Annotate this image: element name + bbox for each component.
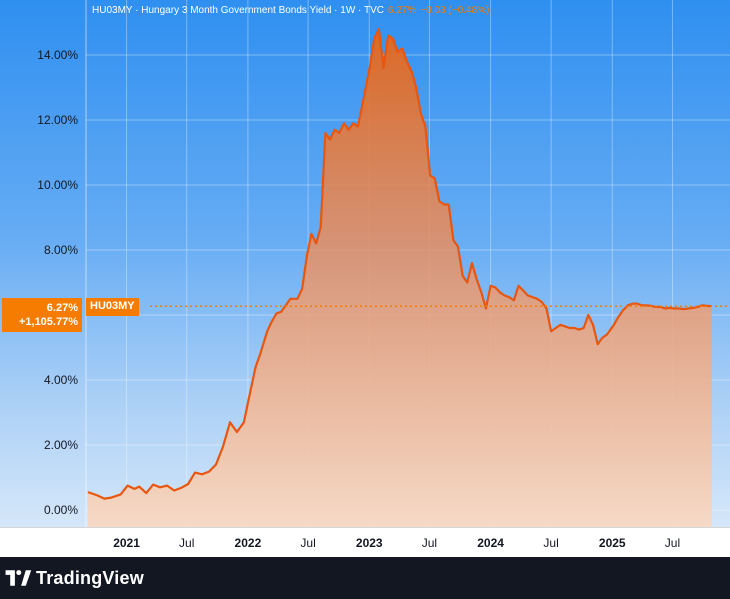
tradingview-icon <box>5 570 32 586</box>
x-tick-label: 2025 <box>598 536 626 550</box>
chart-title: HU03MY · Hungary 3 Month Government Bond… <box>92 5 384 16</box>
price-badge-percent: +1,105.77% <box>18 316 78 328</box>
last-value: 6.27% <box>387 5 417 16</box>
y-tick-label: 2.00% <box>43 438 78 452</box>
y-tick-label: 8.00% <box>43 243 78 257</box>
y-axis-labels: 0.00%2.00%4.00%6.00%8.00%10.00%12.00%14.… <box>0 0 82 527</box>
tradingview-logo[interactable]: TradingView <box>4 567 144 589</box>
symbol-badge: HU03MY <box>86 298 139 316</box>
y-tick-label: 10.00% <box>37 178 78 192</box>
x-tick-label: Jul <box>179 536 195 550</box>
price-badge: 6.27% +1,105.77% <box>2 298 82 332</box>
x-tick-label: Jul <box>664 536 681 550</box>
y-tick-label: 0.00% <box>43 503 78 517</box>
y-tick-label: 12.00% <box>37 113 78 127</box>
x-tick-label: Jul <box>300 536 316 550</box>
series-line <box>87 27 712 500</box>
y-tick-label: 4.00% <box>43 373 78 387</box>
y-tick-label: 14.00% <box>37 48 78 62</box>
chart-plot[interactable] <box>0 0 730 527</box>
chart-header: HU03MY · Hungary 3 Month Government Bond… <box>92 5 489 16</box>
x-tick-label: Jul <box>421 536 438 550</box>
price-badge-value: 6.27% <box>46 302 78 314</box>
footer-bar: TradingView <box>0 557 730 599</box>
brand-name: TradingView <box>36 567 144 588</box>
x-tick-label: 2021 <box>113 536 140 550</box>
series-area <box>88 29 712 527</box>
x-tick-label: 2022 <box>234 536 262 550</box>
x-tick-label: Jul <box>543 536 559 550</box>
x-tick-label: 2023 <box>355 536 383 550</box>
x-axis[interactable]: 2021 Jul 2022 Jul 2023 Jul 2024 Jul 2025 Jul <box>0 527 730 558</box>
x-tick-label: 2024 <box>477 536 504 550</box>
change-value: −0.03 (−0.48%) <box>420 5 490 16</box>
